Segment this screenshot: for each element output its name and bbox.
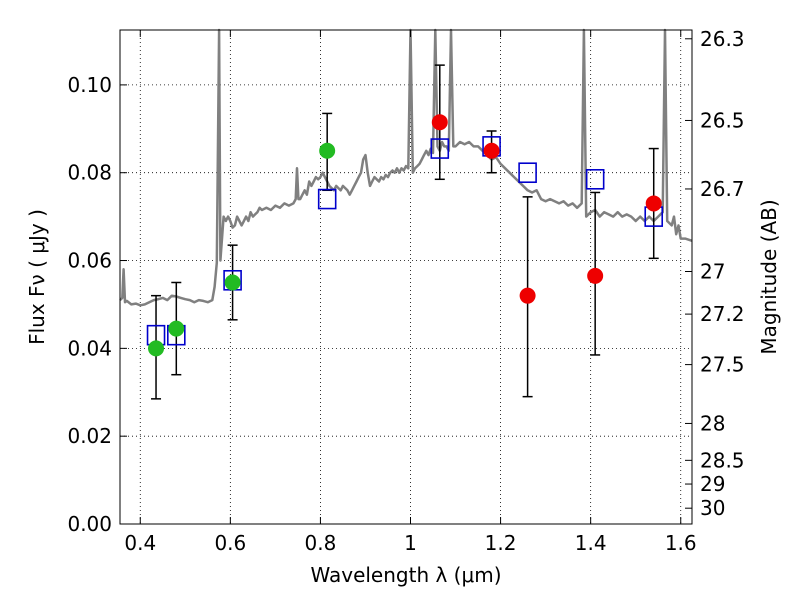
detection-point-green: [148, 340, 165, 357]
x-tick-label: 0.6: [214, 531, 246, 555]
y2-tick-label: 26.7: [700, 177, 745, 201]
y2-tick-label: 27: [700, 260, 725, 284]
y2-tick-label: 26.5: [700, 108, 745, 132]
model-band-square: [317, 188, 337, 210]
grid-lines: [120, 30, 692, 525]
y2-axis-label: Magnitude (AB): [757, 199, 781, 354]
detection-point-red: [431, 114, 448, 131]
detection-point-green: [319, 142, 336, 159]
detection-point-red: [587, 267, 604, 284]
detection-point-green: [168, 320, 185, 337]
x-tick-label: 0.4: [124, 531, 156, 555]
y-axis-label: Flux Fν ( μJy ): [25, 209, 49, 345]
x-tick-label: 0.8: [305, 531, 337, 555]
y-tick-label: 0.06: [67, 249, 112, 273]
x-axis-ticks: 0.4 0.6 0.8 1 1.2 1.4 1.6: [124, 30, 697, 555]
y2-tick-label: 27.2: [700, 302, 745, 326]
y2-tick-label: 26.3: [700, 27, 745, 51]
spectrum-layer: [119, 28, 693, 307]
detection-point-red: [645, 195, 662, 212]
model-band-square: [518, 162, 537, 184]
y2-tick-label: 30: [700, 496, 725, 520]
model-band-square: [585, 168, 605, 190]
model-spectrum-line: [119, 28, 693, 307]
x-tick-label: 1.6: [665, 531, 697, 555]
detection-point-red: [519, 287, 536, 304]
x-tick-label: 1.2: [485, 531, 517, 555]
y-tick-label: 0.00: [67, 512, 112, 536]
y2-tick-label: 29: [700, 472, 725, 496]
detection-point-green: [224, 274, 241, 291]
detection-markers: [148, 114, 662, 357]
y2-tick-label: 28.5: [700, 448, 745, 472]
y-tick-label: 0.04: [67, 336, 112, 360]
detection-point-red: [483, 142, 500, 159]
model-band-square: [430, 138, 450, 159]
y-tick-label: 0.08: [67, 161, 112, 185]
x-tick-label: 1: [404, 531, 417, 555]
y-tick-label: 0.02: [67, 424, 112, 448]
y-tick-label: 0.10: [67, 73, 112, 97]
plot-frame: [119, 29, 693, 525]
y-axis-ticks: 0.00 0.02 0.04 0.06 0.08 0.10: [67, 73, 127, 536]
x-axis-label: Wavelength λ (μm): [310, 563, 501, 587]
y2-tick-label: 28: [700, 411, 725, 435]
y2-tick-label: 27.5: [700, 353, 745, 377]
x-tick-label: 1.4: [575, 531, 607, 555]
